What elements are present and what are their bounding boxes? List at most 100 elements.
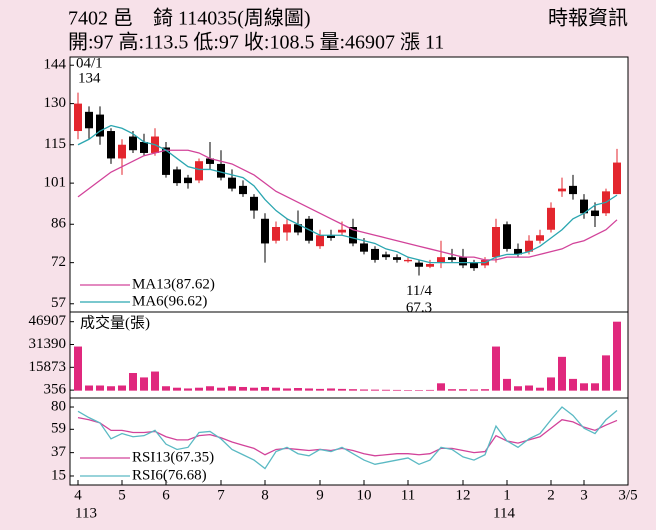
legend-label: RSI6(76.68) [132,467,207,483]
annotation-label: 04/1 [76,55,103,71]
candle-body [613,162,621,195]
line-series [77,406,618,470]
candle-body [217,163,225,178]
x-tick-label: 4 [74,487,82,503]
line-series [77,149,618,261]
candle-body [74,103,82,132]
volume-panel [69,311,629,399]
volume-bar [173,387,181,391]
y-tick-label: 72 [51,254,66,270]
volume-bar [569,378,577,391]
volume-bar [140,377,148,391]
y-tick-label: 115 [44,136,66,152]
volume-bar [393,389,401,391]
candle-body [107,131,115,159]
volume-bar [239,386,247,391]
volume-bar [283,388,291,391]
candle-body [85,111,93,129]
candle-body [338,229,346,233]
volume-bar [195,387,203,391]
volume-bar [305,388,313,391]
y-tick-label: 57 [51,295,67,311]
y-tick-label: 37 [51,444,67,460]
candle-body [261,218,269,244]
volume-bar [602,355,610,391]
volume-bar [547,377,555,391]
volume-bar [525,385,533,391]
chart-title: 7402 邑 錡 114035(周線圖) [68,7,311,30]
year-label: 114 [493,505,515,521]
x-tick-label: 11 [401,487,415,503]
volume-bar [371,389,379,391]
year-label: 113 [75,505,97,521]
annotation-label: 11/4 [406,283,433,299]
x-tick-label: 2 [547,487,555,503]
candle-body [470,262,478,269]
candle-body [294,224,302,233]
legend-label: RSI13(67.35) [132,449,214,465]
x-tick-label: 5 [118,487,126,503]
volume-bar [129,373,137,391]
source: 時報資訊 [548,7,628,30]
candle-body [206,158,214,164]
y-tick-label: 101 [44,175,67,191]
x-tick-label: 9 [316,487,324,503]
volume-bar [481,389,489,391]
volume-bar [96,385,104,391]
x-tick-label: 7 [217,487,225,503]
volume-bar [382,389,390,391]
volume-bar [228,386,236,391]
candle-body [283,224,291,233]
volume-bar [360,389,368,391]
volume-bar [74,346,82,391]
candle-body [503,224,511,249]
legend-label: MA6(96.62) [132,293,207,309]
volume-bar [591,383,599,391]
candle-body [173,169,181,184]
summary: 開:97 高:113.5 低:97 收:108.5 量:46907 漲 11 [68,31,444,54]
annotation-value: 67.3 [406,300,432,316]
volume-bar [613,321,621,391]
candle-body [525,240,533,252]
x-tick-label: 8 [261,487,269,503]
volume-bar [558,356,566,391]
y-tick-label: 31390 [29,336,67,352]
candle-body [536,235,544,241]
candle-body [558,188,566,192]
candle-body [514,248,522,255]
candle-body [415,262,423,267]
volume-bar [316,388,324,391]
line-series [77,124,618,264]
candle-body [437,257,445,263]
y-tick-label: 46907 [29,313,67,329]
volume-bar [206,386,214,391]
volume-bar [580,383,588,391]
y-tick-label: 15 [51,467,66,483]
volume-bar [294,388,302,391]
candle-body [316,235,324,247]
volume-bar [327,388,335,391]
y-tick-label: 144 [44,57,67,73]
candle-body [162,147,170,175]
candle-body [327,235,335,238]
candle-body [228,177,236,189]
x-tick-label: 1 [503,487,511,503]
annotation-value: 134 [78,70,101,86]
x-tick-label: 10 [357,487,372,503]
candle-body [371,248,379,260]
candle-body [195,161,203,181]
rsi-panel [69,397,629,486]
x-tick-label: 3/5 [618,487,637,503]
volume-bar [514,386,522,391]
y-tick-label: 80 [51,398,66,414]
candle-body [426,264,434,267]
y-tick-label: 86 [51,216,67,232]
volume-bar [107,386,115,391]
volume-bar [85,385,93,391]
candle-body [140,142,148,153]
volume-bar [349,389,357,391]
candle-body [393,257,401,260]
candle-body [250,196,258,211]
y-tick-label: 130 [44,95,67,111]
